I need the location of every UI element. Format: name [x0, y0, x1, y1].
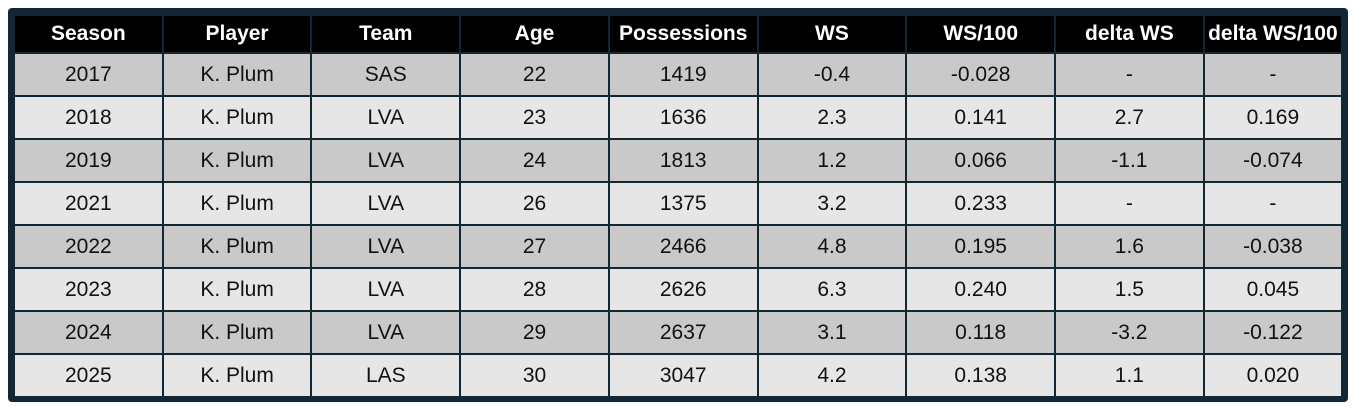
table-body: 2017 K. Plum SAS 22 1419 -0.4 -0.028 - -…: [15, 54, 1341, 396]
cell-ws-per-100: 0.118: [907, 312, 1055, 353]
cell-ws-per-100: 0.141: [907, 97, 1055, 138]
cell-ws-per-100: 0.233: [907, 183, 1055, 224]
cell-ws-per-100: -0.028: [907, 54, 1055, 95]
cell-possessions: 2637: [609, 312, 757, 353]
header-row: Season Player Team Age Possessions WS WS…: [15, 16, 1341, 52]
cell-team: LAS: [312, 355, 460, 396]
table-frame: Season Player Team Age Possessions WS WS…: [8, 8, 1348, 402]
cell-delta-ws-per-100: -: [1204, 54, 1341, 95]
column-header-delta-ws: delta WS: [1056, 16, 1203, 52]
cell-possessions: 2466: [609, 226, 757, 267]
cell-team: LVA: [312, 183, 460, 224]
table-row: 2019 K. Plum LVA 24 1813 1.2 0.066 -1.1 …: [15, 140, 1341, 181]
cell-ws: 2.3: [758, 97, 906, 138]
cell-age: 23: [461, 97, 608, 138]
table-row: 2017 K. Plum SAS 22 1419 -0.4 -0.028 - -: [15, 54, 1341, 95]
cell-possessions: 1375: [609, 183, 757, 224]
cell-ws: 1.2: [758, 140, 906, 181]
cell-ws: 4.2: [758, 355, 906, 396]
cell-delta-ws-per-100: 0.020: [1204, 355, 1341, 396]
cell-age: 24: [461, 140, 608, 181]
cell-age: 27: [461, 226, 608, 267]
cell-delta-ws-per-100: -0.122: [1204, 312, 1341, 353]
cell-delta-ws-per-100: -: [1204, 183, 1341, 224]
cell-player: K. Plum: [163, 140, 311, 181]
cell-possessions: 2626: [609, 269, 757, 310]
stats-table: Season Player Team Age Possessions WS WS…: [13, 14, 1343, 398]
cell-ws: 3.2: [758, 183, 906, 224]
cell-delta-ws: 1.1: [1056, 355, 1203, 396]
cell-season: 2025: [15, 355, 162, 396]
cell-player: K. Plum: [163, 355, 311, 396]
cell-player: K. Plum: [163, 54, 311, 95]
column-header-ws-per-100: WS/100: [907, 16, 1055, 52]
cell-season: 2019: [15, 140, 162, 181]
cell-season: 2018: [15, 97, 162, 138]
column-header-age: Age: [461, 16, 608, 52]
cell-player: K. Plum: [163, 269, 311, 310]
cell-possessions: 1419: [609, 54, 757, 95]
table-row: 2021 K. Plum LVA 26 1375 3.2 0.233 - -: [15, 183, 1341, 224]
cell-delta-ws: -3.2: [1056, 312, 1203, 353]
cell-season: 2022: [15, 226, 162, 267]
cell-team: LVA: [312, 226, 460, 267]
cell-delta-ws: 2.7: [1056, 97, 1203, 138]
column-header-ws: WS: [758, 16, 906, 52]
column-header-season: Season: [15, 16, 162, 52]
cell-ws: 3.1: [758, 312, 906, 353]
column-header-possessions: Possessions: [609, 16, 757, 52]
cell-season: 2021: [15, 183, 162, 224]
cell-age: 29: [461, 312, 608, 353]
cell-ws: -0.4: [758, 54, 906, 95]
cell-delta-ws: 1.5: [1056, 269, 1203, 310]
cell-player: K. Plum: [163, 97, 311, 138]
cell-ws-per-100: 0.066: [907, 140, 1055, 181]
cell-age: 22: [461, 54, 608, 95]
cell-delta-ws-per-100: -0.038: [1204, 226, 1341, 267]
cell-season: 2017: [15, 54, 162, 95]
cell-possessions: 3047: [609, 355, 757, 396]
cell-delta-ws: 1.6: [1056, 226, 1203, 267]
cell-ws: 4.8: [758, 226, 906, 267]
cell-ws-per-100: 0.240: [907, 269, 1055, 310]
cell-team: SAS: [312, 54, 460, 95]
cell-age: 26: [461, 183, 608, 224]
cell-delta-ws: -: [1056, 54, 1203, 95]
cell-delta-ws-per-100: 0.169: [1204, 97, 1341, 138]
cell-age: 28: [461, 269, 608, 310]
table-row: 2025 K. Plum LAS 30 3047 4.2 0.138 1.1 0…: [15, 355, 1341, 396]
cell-team: LVA: [312, 140, 460, 181]
table-row: 2018 K. Plum LVA 23 1636 2.3 0.141 2.7 0…: [15, 97, 1341, 138]
column-header-delta-ws-per-100: delta WS/100: [1204, 16, 1341, 52]
cell-delta-ws: -1.1: [1056, 140, 1203, 181]
cell-player: K. Plum: [163, 183, 311, 224]
cell-ws-per-100: 0.138: [907, 355, 1055, 396]
cell-team: LVA: [312, 269, 460, 310]
cell-delta-ws-per-100: 0.045: [1204, 269, 1341, 310]
cell-season: 2023: [15, 269, 162, 310]
cell-season: 2024: [15, 312, 162, 353]
cell-team: LVA: [312, 97, 460, 138]
cell-player: K. Plum: [163, 312, 311, 353]
cell-ws-per-100: 0.195: [907, 226, 1055, 267]
cell-age: 30: [461, 355, 608, 396]
cell-delta-ws-per-100: -0.074: [1204, 140, 1341, 181]
cell-delta-ws: -: [1056, 183, 1203, 224]
cell-possessions: 1636: [609, 97, 757, 138]
cell-player: K. Plum: [163, 226, 311, 267]
cell-team: LVA: [312, 312, 460, 353]
table-row: 2023 K. Plum LVA 28 2626 6.3 0.240 1.5 0…: [15, 269, 1341, 310]
table-row: 2024 K. Plum LVA 29 2637 3.1 0.118 -3.2 …: [15, 312, 1341, 353]
table-row: 2022 K. Plum LVA 27 2466 4.8 0.195 1.6 -…: [15, 226, 1341, 267]
column-header-player: Player: [163, 16, 311, 52]
cell-possessions: 1813: [609, 140, 757, 181]
column-header-team: Team: [312, 16, 460, 52]
cell-ws: 6.3: [758, 269, 906, 310]
